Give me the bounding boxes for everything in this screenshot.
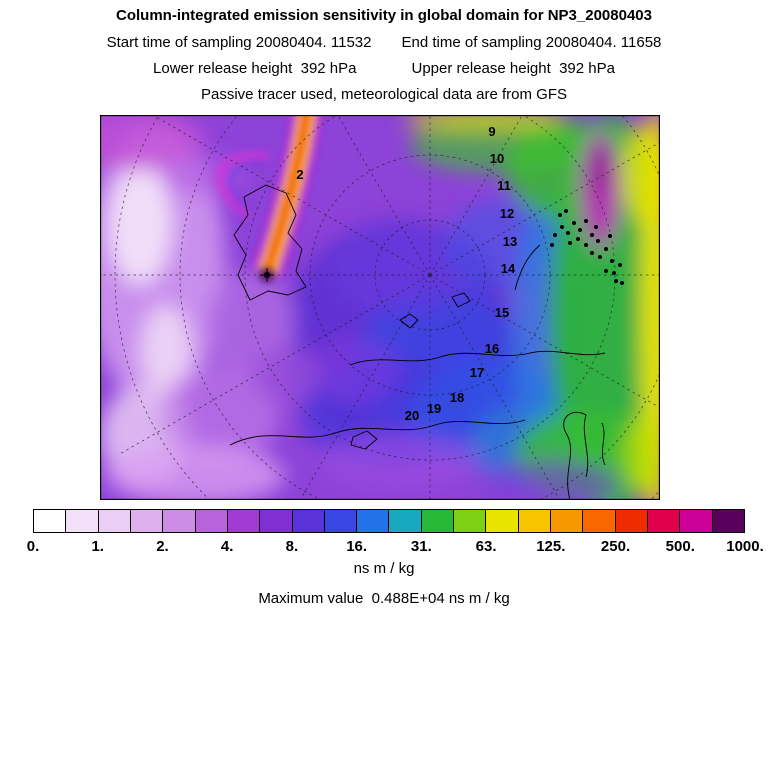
colorbar-units: ns m / kg [353, 560, 415, 577]
colorbar-segment [454, 510, 487, 532]
colorbar-segment [324, 510, 358, 532]
coastlines [229, 184, 606, 500]
track-point-label: 16 [485, 341, 499, 356]
colorbar-segment [486, 510, 519, 532]
station-dot [598, 255, 602, 259]
station-dot [584, 219, 588, 223]
colorbar-segment [98, 510, 131, 532]
station-dot [550, 243, 554, 247]
tracer-info-text: Passive tracer used, meteorological data… [201, 86, 567, 103]
colorbar-segment [421, 510, 455, 532]
sensitivity-map: 2 9 10 11 12 13 14 15 16 17 18 19 20 [99, 114, 661, 501]
sensitivity-field-blobs [100, 115, 660, 500]
colorbar-segment [583, 510, 616, 532]
colorbar-segment [647, 510, 681, 532]
station-dot [614, 279, 618, 283]
colorbar-segment [66, 510, 99, 532]
colorbar-tick-label: 16. [346, 538, 368, 555]
track-point-label: 10 [490, 151, 504, 166]
station-dot [594, 225, 598, 229]
station-dot [566, 231, 570, 235]
station-dot [618, 263, 622, 267]
station-dot [568, 241, 572, 245]
release-heights-line: Lower release height 392 hPa Upper relea… [0, 59, 768, 78]
station-dot [596, 239, 600, 243]
lower-release-text: Lower release height 392 hPa [153, 60, 357, 77]
station-dot [564, 209, 568, 213]
figure-title: Column-integrated emission sensitivity i… [116, 7, 652, 24]
colorbar-tick-label: 0. [26, 538, 40, 555]
colorbar-tick-label: 4. [220, 538, 234, 555]
end-time-text: End time of sampling 20080404. 11658 [401, 34, 662, 51]
colorbar-segment [34, 510, 67, 532]
max-value-text: Maximum value 0.488E+04 ns m / kg [258, 590, 510, 607]
station-dot [608, 234, 612, 238]
track-point-label: 15 [495, 305, 509, 320]
colorbar-segment [357, 510, 390, 532]
graticule [100, 115, 660, 500]
station-dot [578, 228, 582, 232]
figure-header: Column-integrated emission sensitivity i… [0, 6, 768, 104]
colorbar-tick-label: 31. [410, 538, 432, 555]
station-dot [576, 237, 580, 241]
colorbar-segment [130, 510, 164, 532]
station-dot-cluster [550, 209, 624, 285]
colorbar-segment [227, 510, 261, 532]
station-dot [612, 271, 616, 275]
station-dot [560, 225, 564, 229]
track-point-label: 19 [427, 401, 441, 416]
colorbar-tick-label: 250. [600, 538, 631, 555]
colorbar-segment [680, 510, 713, 532]
map-border [99, 114, 661, 501]
colorbar-tick-label: 1000. [726, 538, 764, 555]
colorbar-tick-label: 500. [665, 538, 695, 555]
start-time-text: Start time of sampling 20080404. 11532 [106, 34, 372, 51]
colorbar-segment [518, 510, 551, 532]
colorbar-segment [551, 510, 584, 532]
colorbar-tick-row: 0. 1. 2. 4. 8. 16. 31. 63. 125. 250. 500. 1000. [27, 538, 764, 556]
emission-plume [216, 115, 322, 278]
sampling-times-line: Start time of sampling 20080404. 11532 E… [0, 33, 768, 52]
colorbar-segment [292, 510, 325, 532]
track-point-label: 18 [450, 390, 464, 405]
station-dot [572, 221, 576, 225]
track-point-label: 17 [470, 365, 484, 380]
release-cross-marker [260, 268, 274, 282]
colorbar-tick-label: 63. [475, 538, 497, 555]
colorbar-tick-label: 1. [91, 538, 104, 555]
colorbar-tick-label: 8. [285, 538, 299, 555]
track-point-label: 20 [405, 408, 419, 423]
colorbar-segment [163, 510, 196, 532]
upper-release-text: Upper release height 392 hPa [411, 60, 615, 77]
colorbar-segment [260, 510, 293, 532]
colorbar-segment [615, 510, 648, 532]
track-point-label: 13 [503, 234, 517, 249]
track-point-label: 9 [488, 124, 495, 139]
track-point-label: 12 [500, 206, 514, 221]
colorbar-tick-label: 2. [156, 538, 169, 555]
colorbar-segment [389, 510, 422, 532]
station-dot [553, 233, 557, 237]
track-point-label: 2 [296, 167, 303, 182]
station-dot [590, 251, 594, 255]
colorbar [33, 509, 745, 533]
station-dot [584, 243, 588, 247]
station-dot [604, 247, 608, 251]
station-dot [590, 233, 594, 237]
station-dot [604, 269, 608, 273]
colorbar-tick-label: 125. [536, 538, 566, 555]
colorbar-segment [712, 510, 744, 532]
station-dot [558, 213, 562, 217]
station-dot [610, 259, 614, 263]
colorbar-segment [195, 510, 228, 532]
station-dot [620, 281, 624, 285]
track-point-label: 14 [501, 261, 516, 276]
track-point-label: 11 [497, 178, 511, 193]
